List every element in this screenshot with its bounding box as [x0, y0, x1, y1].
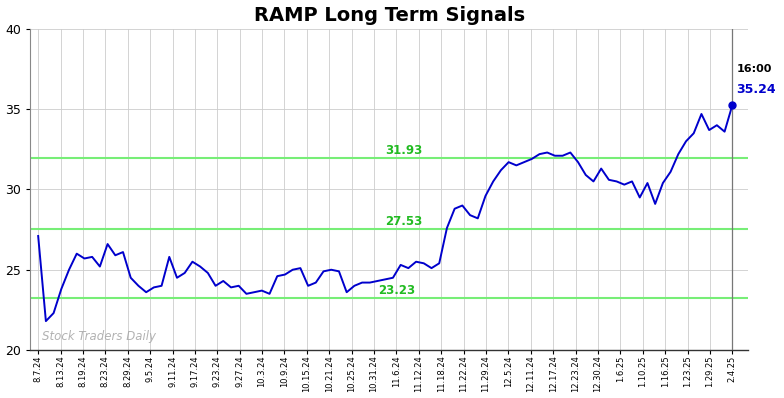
Text: 16:00: 16:00 — [736, 64, 771, 74]
Text: Stock Traders Daily: Stock Traders Daily — [42, 330, 156, 343]
Title: RAMP Long Term Signals: RAMP Long Term Signals — [253, 6, 524, 25]
Text: 35.24: 35.24 — [736, 84, 776, 96]
Text: 27.53: 27.53 — [386, 215, 423, 228]
Text: 23.23: 23.23 — [379, 284, 416, 297]
Text: 31.93: 31.93 — [386, 144, 423, 158]
